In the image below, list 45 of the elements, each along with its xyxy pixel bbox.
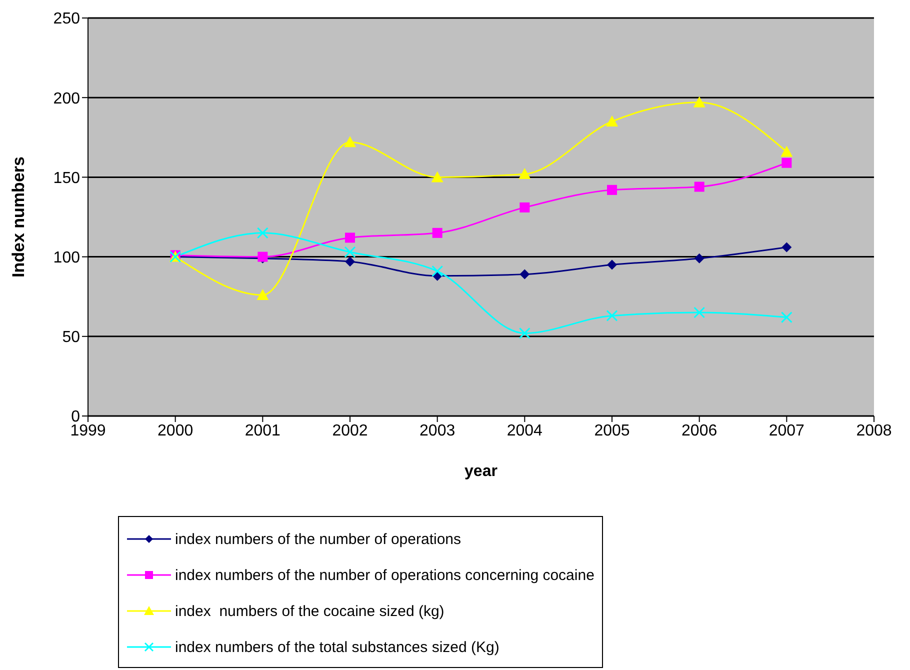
legend-label: index numbers of the cocaine sized (kg) bbox=[175, 602, 444, 620]
legend-label: index numbers of the number of operations bbox=[175, 530, 462, 548]
x-tick-label: 2001 bbox=[244, 422, 281, 440]
point bbox=[694, 253, 704, 264]
y-tick-label: 200 bbox=[53, 90, 80, 108]
point bbox=[432, 265, 444, 277]
point bbox=[782, 158, 792, 168]
point bbox=[606, 115, 618, 126]
x-tick-label: 2003 bbox=[420, 422, 456, 440]
point bbox=[256, 289, 269, 300]
y-tick-label: 100 bbox=[53, 249, 80, 266]
point bbox=[256, 227, 268, 239]
point bbox=[431, 171, 444, 182]
point bbox=[518, 327, 530, 339]
y-tick-label: 150 bbox=[53, 170, 80, 187]
point bbox=[520, 202, 530, 212]
point bbox=[518, 168, 531, 180]
point bbox=[694, 306, 706, 318]
point bbox=[344, 246, 356, 258]
y-tick-label: 250 bbox=[53, 10, 80, 28]
x-tick-label: 2008 bbox=[856, 422, 892, 440]
x-tick-label: 2002 bbox=[332, 422, 368, 440]
point bbox=[345, 256, 355, 267]
point bbox=[607, 184, 617, 195]
legend-label: index numbers of the number of operations concerning cocaine bbox=[175, 566, 594, 584]
x-tick-label: 2004 bbox=[506, 422, 543, 440]
point bbox=[780, 312, 792, 324]
point bbox=[344, 136, 356, 148]
point bbox=[782, 242, 792, 252]
x-axis-title: year bbox=[464, 463, 498, 480]
point bbox=[693, 96, 706, 108]
x-tick-label: 2007 bbox=[768, 422, 805, 440]
point bbox=[345, 232, 355, 243]
point bbox=[432, 228, 442, 238]
point bbox=[694, 182, 704, 192]
y-axis-title: Index numbers bbox=[9, 156, 28, 278]
x-tick-label: 2000 bbox=[158, 422, 194, 440]
point bbox=[606, 310, 618, 322]
legend-label: index numbers of the total substances sized (Kg) bbox=[175, 638, 500, 656]
point bbox=[607, 260, 617, 270]
point bbox=[780, 146, 793, 157]
y-tick-label: 50 bbox=[62, 329, 80, 346]
x-tick-label: 2005 bbox=[594, 422, 630, 440]
point bbox=[520, 269, 530, 280]
x-tick-label: 2006 bbox=[682, 422, 718, 440]
